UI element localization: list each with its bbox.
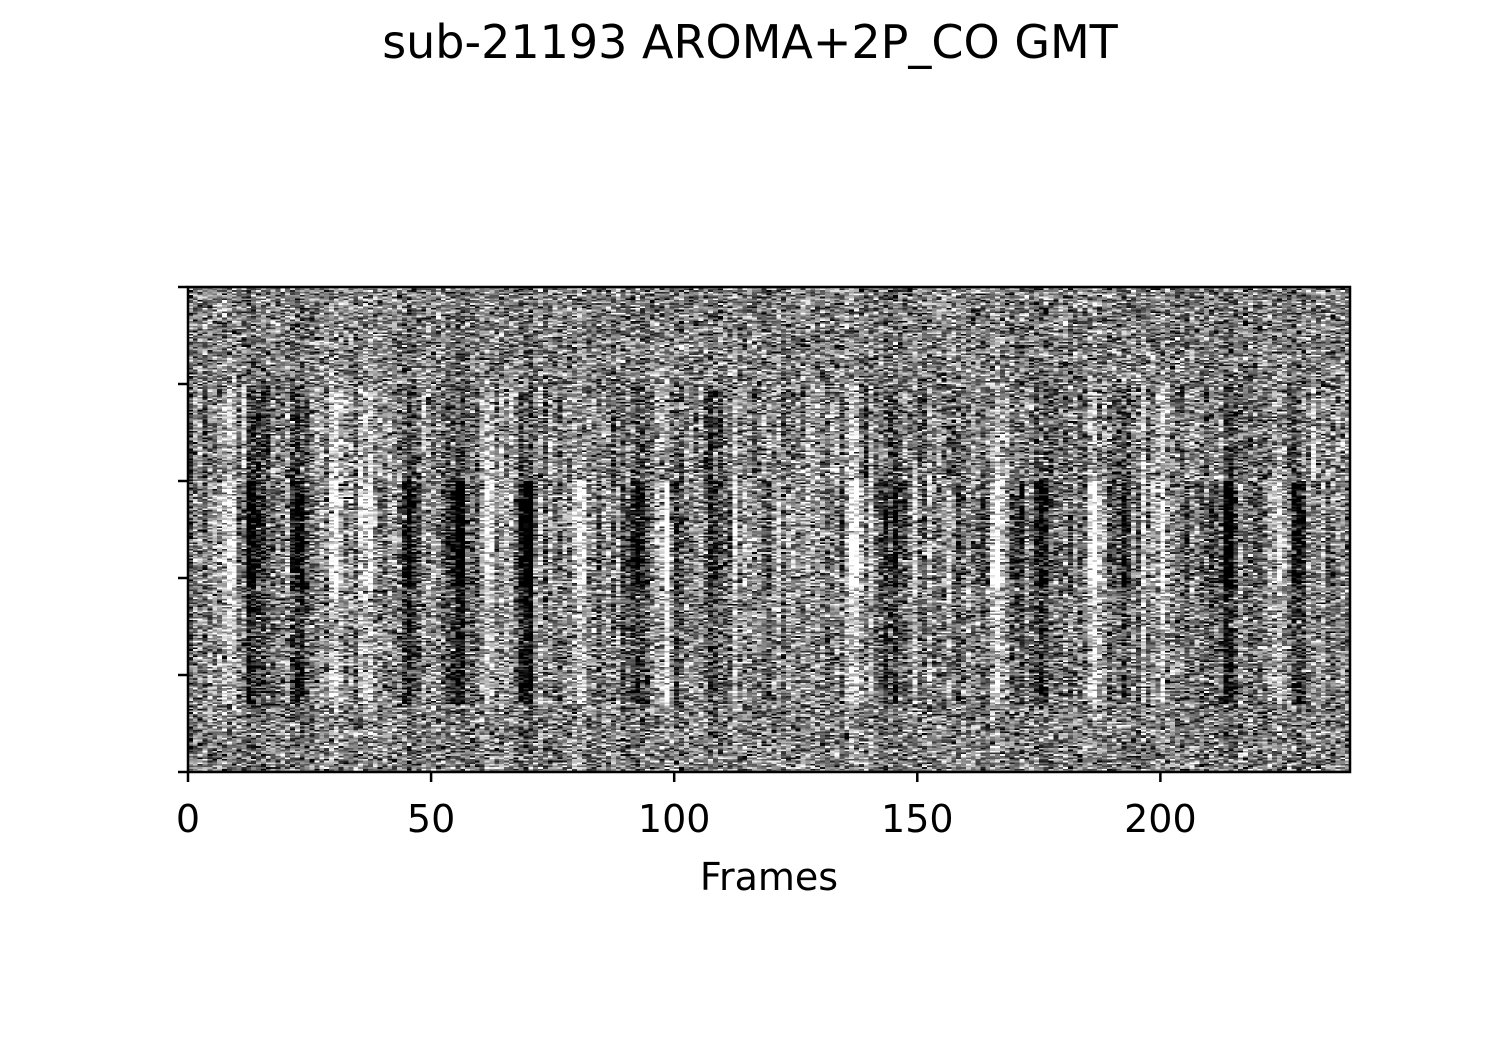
x-tick-label: 100 (638, 797, 711, 841)
chart-title: sub-21193 AROMA+2P_CO GMT (382, 15, 1118, 69)
x-tick-label: 0 (176, 797, 200, 841)
x-axis: 0 50 100 150 200 (176, 772, 1197, 841)
x-axis-label: Frames (700, 855, 838, 899)
y-axis (178, 285, 188, 774)
x-tick-label: 50 (407, 797, 455, 841)
x-tick-label: 200 (1124, 797, 1197, 841)
plot-area (186, 285, 1352, 774)
x-tick-label: 150 (881, 797, 954, 841)
plot-frame (186, 285, 1352, 774)
heatmap-image (188, 287, 1350, 772)
